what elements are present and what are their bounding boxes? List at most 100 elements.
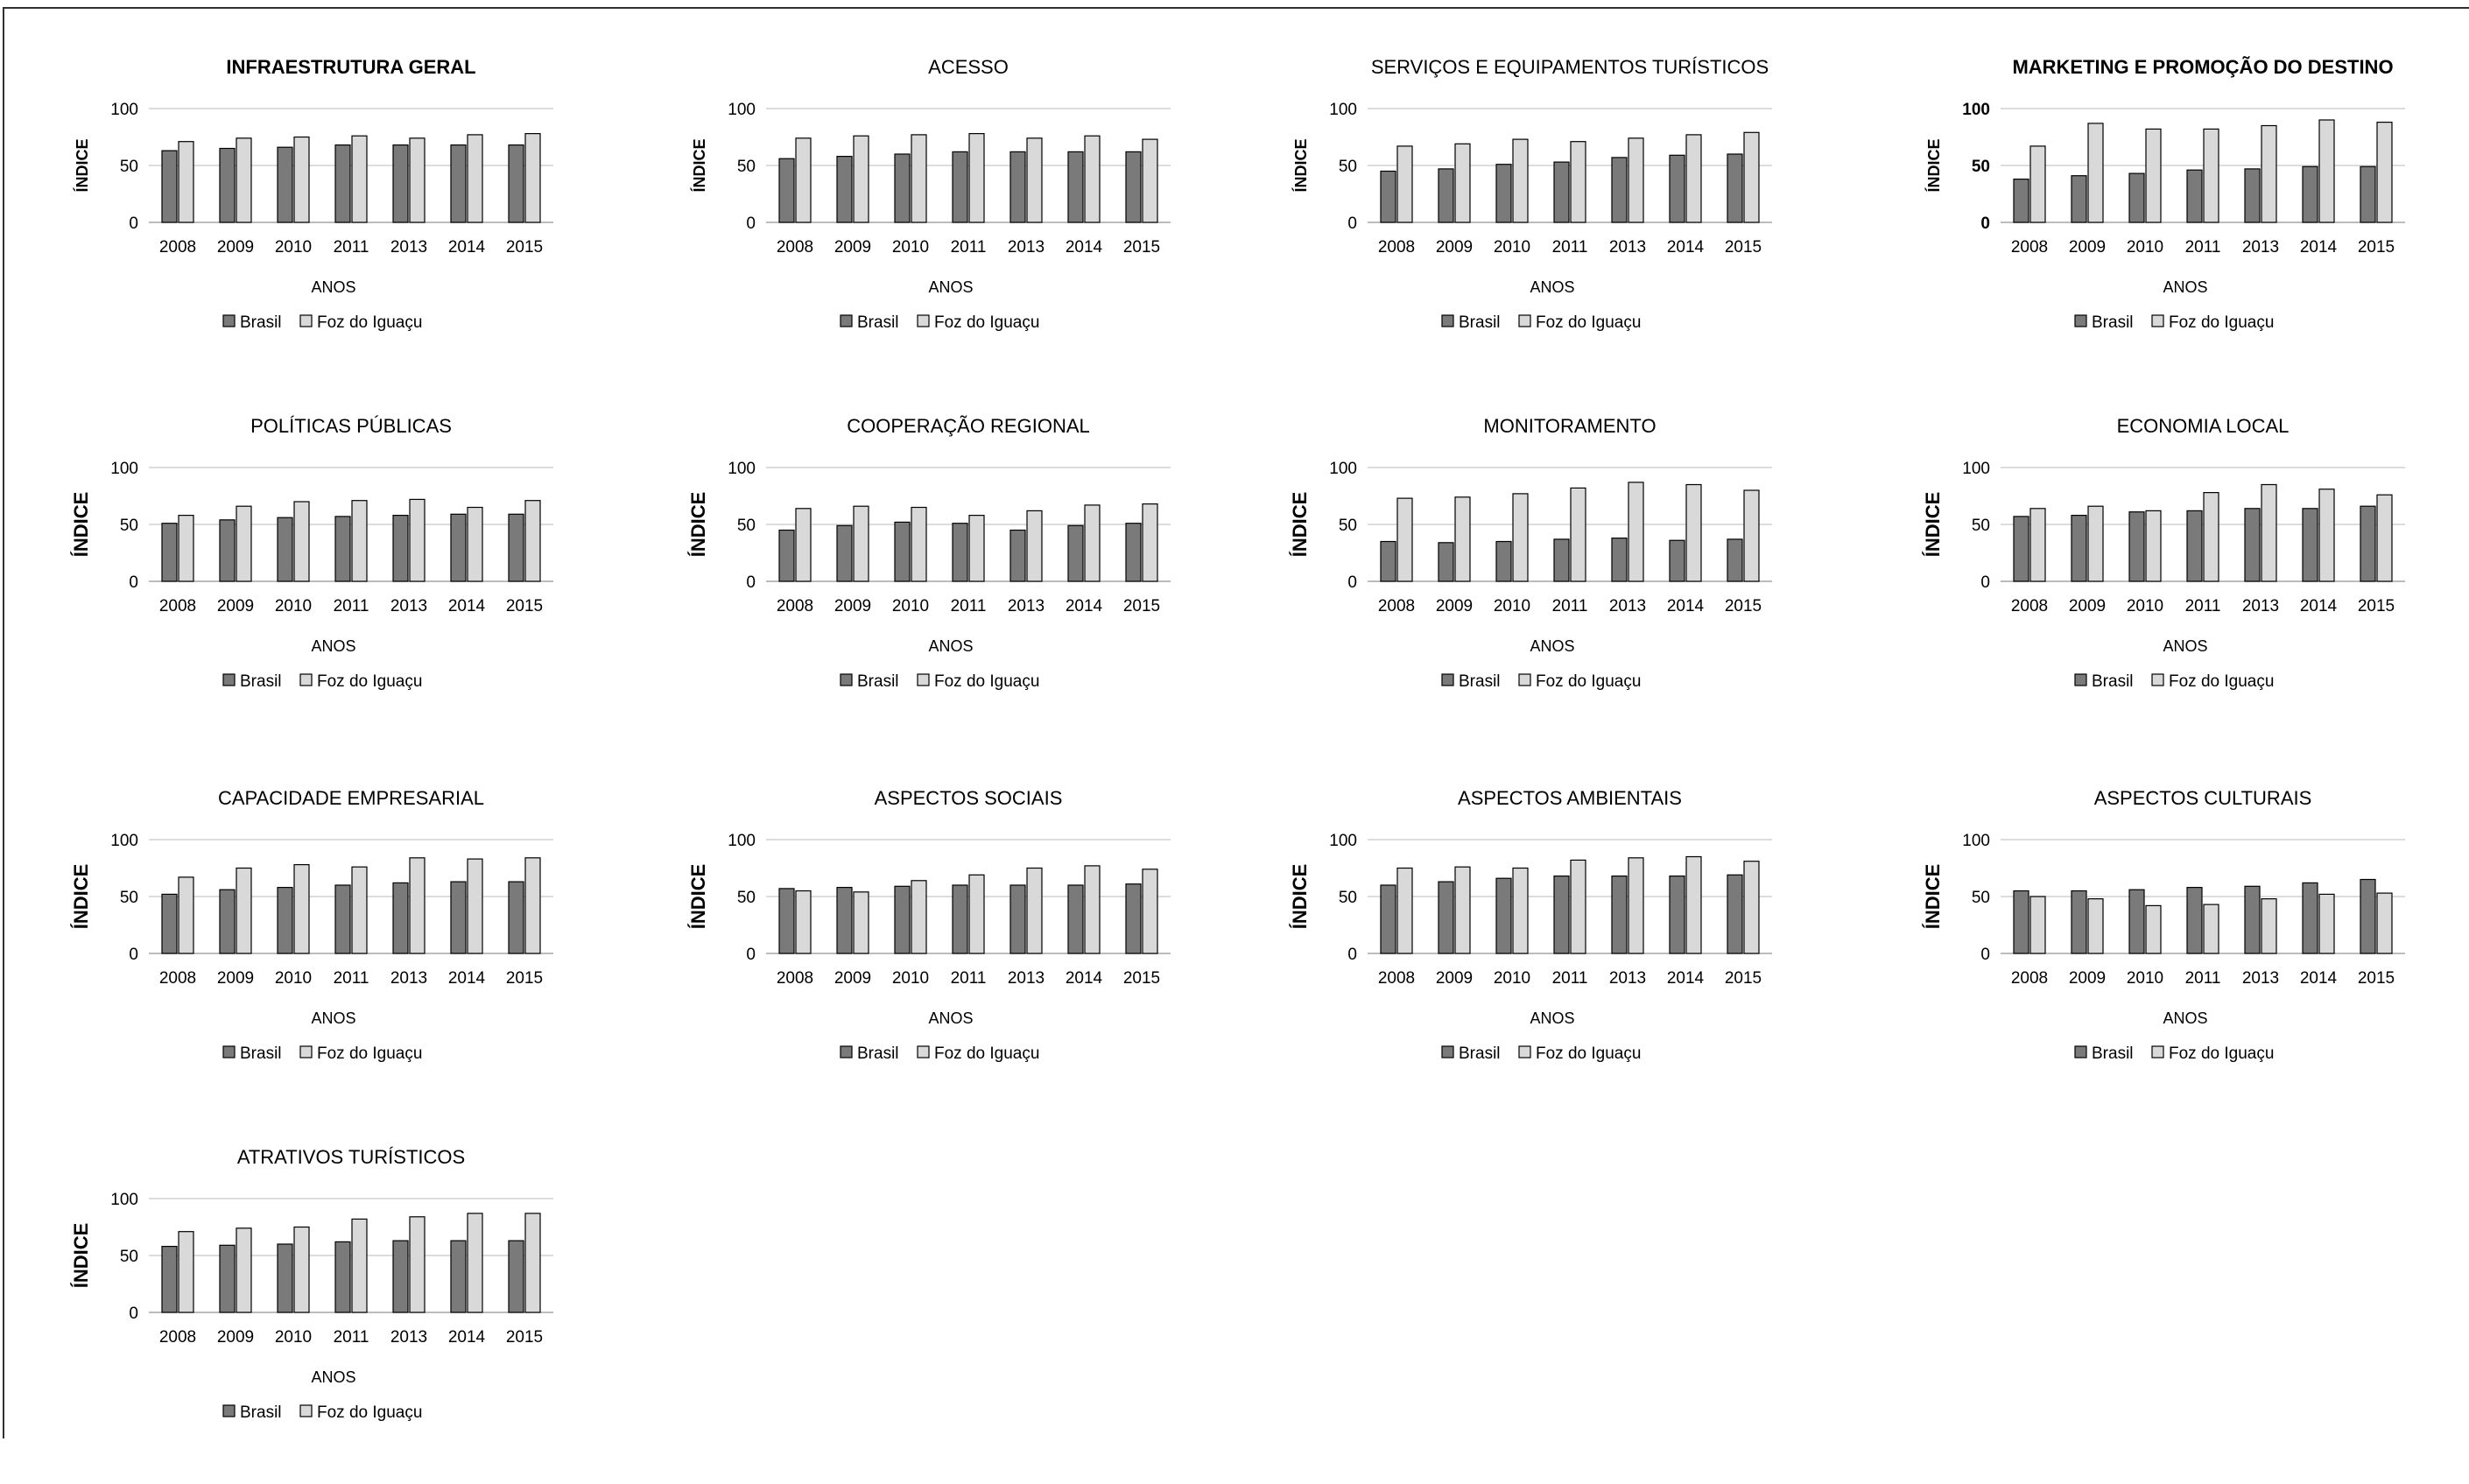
bar-brasil: [2302, 508, 2318, 582]
x-tick-label: 2015: [1123, 597, 1160, 615]
y-axis-label: ÍNDICE: [687, 492, 709, 558]
bar-brasil: [1125, 883, 1142, 954]
bar-brasil: [1067, 151, 1084, 223]
bar-brasil: [508, 1240, 524, 1313]
x-axis-label: ANOS: [311, 1368, 355, 1386]
bar-foz-do-iguacu: [1396, 145, 1413, 223]
bar-brasil: [1438, 168, 1454, 223]
bar-brasil: [1438, 542, 1454, 582]
x-tick-label: 2015: [506, 238, 543, 257]
bar-foz-do-iguacu: [467, 858, 483, 954]
bar-foz-do-iguacu: [1084, 504, 1101, 582]
bar-foz-do-iguacu: [853, 135, 869, 223]
legend-swatch: [840, 1045, 853, 1058]
legend-swatch: [2074, 1045, 2087, 1058]
bar-foz-do-iguacu: [524, 132, 541, 223]
bar-brasil: [894, 885, 911, 954]
bar-foz-do-iguacu: [968, 874, 985, 954]
y-axis-label: ÍNDICE: [1922, 864, 1944, 930]
x-tick-label: 2013: [390, 238, 427, 257]
bar-brasil: [1125, 523, 1142, 582]
bar-brasil: [1495, 540, 1512, 582]
bar-brasil: [778, 888, 795, 954]
bar-brasil: [2071, 515, 2087, 582]
bar-foz-do-iguacu: [1026, 137, 1043, 223]
chart-panel: ASPECTOS CULTURAIS 0 50 100 ÍNDICE 2008 2009 20…: [1852, 766, 2430, 1125]
x-tick-label: 2011: [1552, 238, 1588, 257]
bar-brasil: [1067, 524, 1084, 582]
bar-brasil: [778, 158, 795, 223]
y-tick-label: 0: [129, 946, 138, 964]
chart-panel: ECONOMIA LOCAL 0 50 100 ÍNDICE 2008 2009 2010 20…: [1852, 394, 2430, 753]
bar-foz-do-iguacu: [351, 866, 368, 954]
bar-foz-do-iguacu: [2203, 491, 2219, 582]
bar-foz-do-iguacu: [1026, 867, 1043, 954]
x-tick-label: 2010: [2127, 597, 2163, 615]
bar-brasil: [2186, 169, 2203, 223]
bar-chart: ATRATIVOS TURÍSTICOS 0 50 100 ÍNDICE 2008 2009…: [70, 1146, 553, 1422]
x-tick-label: 2011: [2185, 969, 2221, 988]
bar-foz-do-iguacu: [1454, 866, 1471, 954]
legend-label: Foz do Iguaçu: [317, 1044, 422, 1063]
x-tick-label: 2013: [1609, 969, 1646, 988]
bar-foz-do-iguacu: [236, 137, 252, 223]
y-tick-label: 100: [728, 460, 756, 478]
chart-title: POLÍTICAS PÚBLICAS: [250, 415, 452, 437]
y-tick-label: 100: [1962, 460, 1990, 478]
x-tick-label: 2014: [2300, 597, 2338, 615]
x-tick-label: 2015: [1725, 238, 1762, 257]
bar-brasil: [1669, 539, 1685, 582]
bar-brasil: [836, 524, 853, 582]
y-tick-label: 100: [1329, 460, 1357, 478]
bar-brasil: [1553, 875, 1570, 954]
chart-panel: ATRATIVOS TURÍSTICOS 0 50 100 ÍNDICE 2008 2009…: [0, 1125, 578, 1484]
bar-brasil: [450, 1240, 467, 1313]
bar-brasil: [1438, 881, 1454, 954]
bar-chart: ASPECTOS CULTURAIS 0 50 100 ÍNDICE 2008 2009 20…: [1922, 787, 2405, 1063]
x-axis-label: ANOS: [928, 278, 973, 296]
bar-foz-do-iguacu: [1026, 510, 1043, 582]
x-tick-label: 2009: [1436, 238, 1473, 257]
bar-foz-do-iguacu: [1685, 134, 1702, 223]
x-tick-label: 2015: [1123, 969, 1160, 988]
x-tick-label: 2010: [2127, 238, 2163, 257]
bar-brasil: [508, 513, 524, 582]
bar-brasil: [1611, 157, 1628, 223]
bar-foz-do-iguacu: [1685, 855, 1702, 954]
x-tick-label: 2011: [2185, 597, 2221, 615]
bar-brasil: [2186, 510, 2203, 582]
legend-swatch: [1441, 1045, 1454, 1058]
legend-swatch: [2151, 1045, 2164, 1058]
x-tick-label: 2013: [2242, 969, 2279, 988]
bar-foz-do-iguacu: [1743, 489, 1760, 582]
bar-brasil: [2360, 878, 2376, 954]
bar-brasil: [2013, 179, 2029, 223]
chart-title: ATRATIVOS TURÍSTICOS: [237, 1146, 465, 1168]
bar-brasil: [1669, 875, 1685, 954]
bar-brasil: [2128, 889, 2145, 954]
x-tick-label: 2013: [1008, 238, 1045, 257]
y-axis-label: ÍNDICE: [70, 1223, 92, 1289]
bar-chart: ASPECTOS SOCIAIS 0 50 100 ÍNDICE 2008 2009 2010…: [687, 787, 1171, 1063]
y-tick-label: 50: [737, 889, 756, 907]
y-tick-label: 0: [129, 215, 138, 233]
bar-foz-do-iguacu: [2203, 904, 2219, 954]
y-tick-label: 100: [1329, 101, 1357, 119]
bar-foz-do-iguacu: [1454, 496, 1471, 582]
bar-foz-do-iguacu: [795, 137, 812, 223]
x-tick-label: 2010: [275, 969, 312, 988]
y-axis-label: ÍNDICE: [73, 138, 91, 192]
figure-frame: [3, 7, 2469, 1438]
bar-foz-do-iguacu: [2376, 892, 2393, 954]
x-tick-label: 2014: [1667, 597, 1705, 615]
bar-foz-do-iguacu: [409, 1216, 426, 1313]
bar-foz-do-iguacu: [1142, 869, 1158, 954]
bar-brasil: [1611, 538, 1628, 582]
chart-panel: ACESSO 0 50 100 ÍNDICE 2008 2009 2010 2011 2013 20…: [617, 35, 1195, 394]
legend-swatch: [222, 1404, 236, 1417]
x-tick-label: 2013: [390, 1328, 427, 1347]
x-tick-label: 2008: [2011, 969, 2048, 988]
x-tick-label: 2011: [1552, 597, 1588, 615]
legend-label: Foz do Iguaçu: [934, 1044, 1039, 1063]
x-axis-label: ANOS: [2163, 637, 2207, 655]
